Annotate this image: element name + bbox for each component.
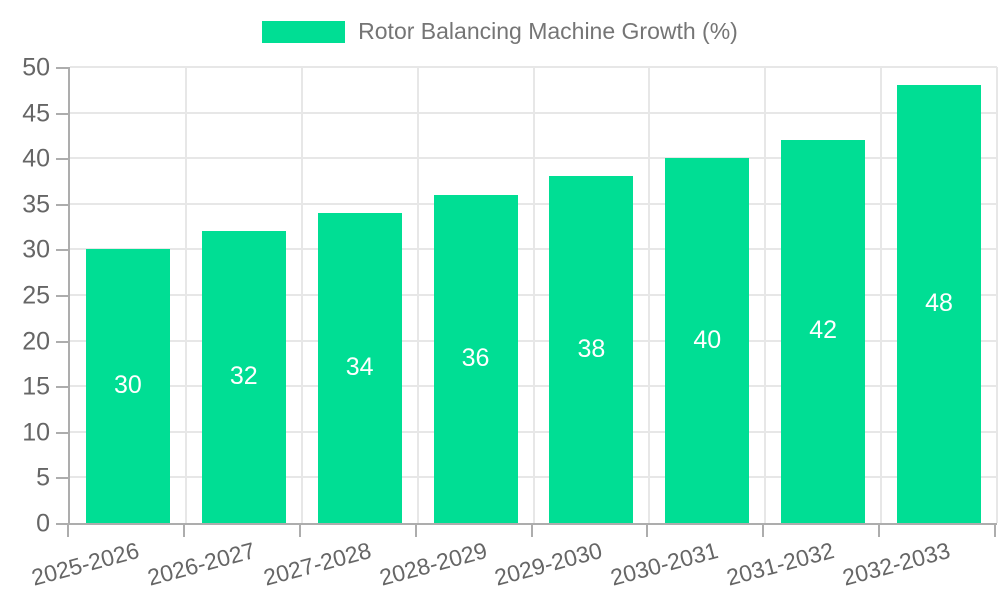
y-tick-mark xyxy=(56,340,68,343)
x-tick-mark xyxy=(182,525,185,537)
y-tick-label: 45 xyxy=(22,99,50,128)
x-tick-label: 2032-2033 xyxy=(839,537,953,591)
y-tick-mark xyxy=(56,203,68,206)
bar[interactable]: 36 xyxy=(433,194,518,523)
y-tick-label: 5 xyxy=(36,463,50,492)
y-tick-mark xyxy=(56,386,68,389)
y-tick-label: 35 xyxy=(22,190,50,219)
x-tick-label: 2029-2030 xyxy=(492,537,606,591)
bar-value-label: 30 xyxy=(114,371,142,400)
bar[interactable]: 40 xyxy=(665,158,750,523)
y-tick-mark xyxy=(56,67,68,69)
bar-value-label: 34 xyxy=(345,352,374,381)
gridline-v xyxy=(648,67,651,523)
gridline-v xyxy=(880,67,883,523)
y-tick-label: 15 xyxy=(22,372,50,401)
bar-value-label: 38 xyxy=(577,334,606,363)
y-tick-mark xyxy=(56,431,68,434)
bar[interactable]: 30 xyxy=(85,249,170,523)
x-tick-label: 2026-2027 xyxy=(144,537,258,591)
x-tick-label: 2027-2028 xyxy=(260,537,374,591)
x-tick-label: 2028-2029 xyxy=(376,537,490,591)
gridline-v xyxy=(996,67,998,523)
bar-value-label: 36 xyxy=(461,343,490,372)
bar-value-label: 40 xyxy=(693,325,722,354)
bar[interactable]: 34 xyxy=(317,212,402,523)
y-tick-label: 10 xyxy=(22,418,50,447)
y-tick-label: 20 xyxy=(22,327,50,356)
y-tick-mark xyxy=(56,112,68,115)
gridline-v xyxy=(764,67,767,523)
gridline-v xyxy=(184,67,187,523)
x-tick-label: 2025-2026 xyxy=(28,537,142,591)
gridline-v xyxy=(416,67,419,523)
y-tick-mark xyxy=(56,249,68,252)
x-tick-mark xyxy=(298,525,301,537)
y-tick-mark xyxy=(56,523,68,525)
legend-item[interactable]: Rotor Balancing Machine Growth (%) xyxy=(0,18,1000,45)
y-tick-mark xyxy=(56,295,68,297)
x-tick-mark xyxy=(530,525,533,537)
x-tick-mark xyxy=(646,525,649,537)
x-tick-mark xyxy=(414,525,417,537)
bar[interactable]: 42 xyxy=(781,139,866,523)
plot-area: 30 32 34 36 38 40 42 48 xyxy=(68,66,998,525)
bar[interactable]: 48 xyxy=(897,85,982,523)
bar-value-label: 32 xyxy=(229,362,258,391)
y-tick-mark xyxy=(56,477,68,480)
x-tick-mark xyxy=(762,525,765,537)
y-tick-label: 0 xyxy=(36,509,50,538)
x-tick-mark xyxy=(878,525,881,537)
y-tick-label: 40 xyxy=(22,144,50,173)
legend-label: Rotor Balancing Machine Growth (%) xyxy=(358,18,738,44)
y-tick-label: 50 xyxy=(22,53,50,82)
bar[interactable]: 38 xyxy=(549,176,634,523)
x-tick-mark xyxy=(994,525,996,537)
gridline-v xyxy=(300,67,303,523)
x-tick-label: 2030-2031 xyxy=(608,537,722,591)
x-tick-label: 2031-2032 xyxy=(723,537,837,591)
bar-value-label: 48 xyxy=(925,289,953,318)
x-tick-mark xyxy=(67,525,69,537)
y-tick-label: 30 xyxy=(22,235,50,264)
bar[interactable]: 32 xyxy=(201,231,286,523)
y-tick-mark xyxy=(56,158,68,161)
gridline-v xyxy=(532,67,535,523)
legend-swatch xyxy=(262,20,346,43)
y-tick-label: 25 xyxy=(22,281,50,310)
bar-value-label: 42 xyxy=(809,316,838,345)
